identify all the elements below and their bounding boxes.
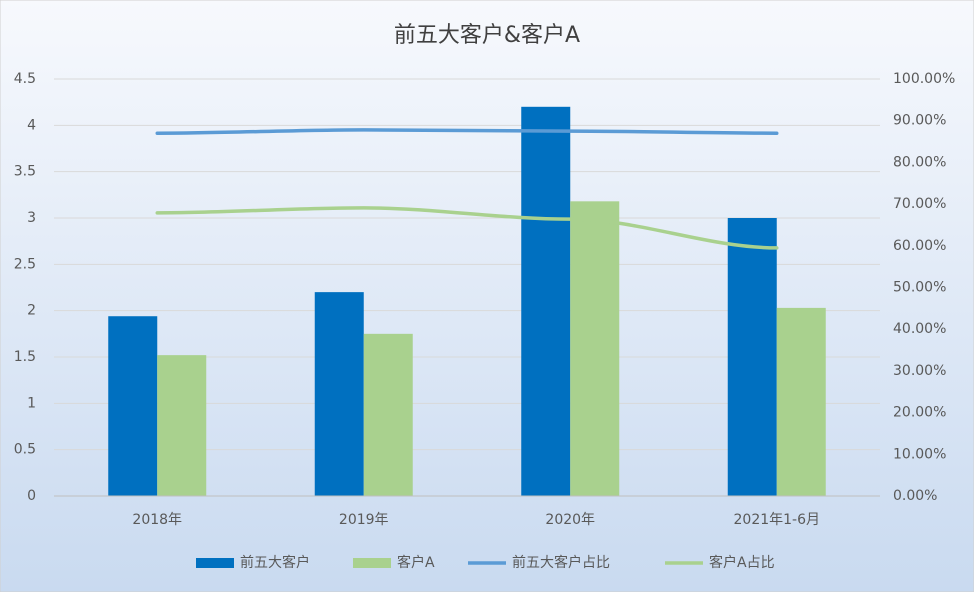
bar bbox=[157, 355, 207, 496]
x-tick-label: 2019年 bbox=[339, 512, 389, 528]
y-tick-label: 2 bbox=[27, 303, 36, 319]
y-tick-label: 0.5 bbox=[14, 442, 36, 458]
y-tick-label: 3.5 bbox=[14, 164, 36, 180]
x-tick-label: 2020年 bbox=[545, 512, 595, 528]
chart-title: 前五大客户&客户A bbox=[394, 23, 580, 48]
legend-label: 客户A占比 bbox=[709, 554, 775, 571]
y2-tick-label: 40.00% bbox=[893, 321, 946, 337]
y-tick-label: 4 bbox=[27, 117, 36, 133]
y2-tick-label: 30.00% bbox=[893, 363, 946, 379]
y-tick-label: 2.5 bbox=[14, 256, 36, 272]
y2-tick-label: 90.00% bbox=[893, 113, 946, 129]
y2-tick-label: 100.00% bbox=[893, 71, 955, 87]
y-tick-label: 4.5 bbox=[14, 71, 36, 87]
line bbox=[155, 206, 779, 250]
y-tick-label: 0 bbox=[27, 488, 36, 504]
legend-swatch bbox=[196, 558, 234, 568]
bar bbox=[314, 292, 364, 496]
bar bbox=[727, 218, 777, 496]
legend-label: 客户A bbox=[397, 554, 435, 571]
y2-tick-label: 80.00% bbox=[893, 154, 946, 170]
y-tick-label: 1 bbox=[27, 395, 36, 411]
y2-tick-label: 20.00% bbox=[893, 405, 946, 421]
bar bbox=[570, 201, 620, 496]
bar bbox=[521, 106, 571, 497]
y2-tick-label: 0.00% bbox=[893, 488, 937, 504]
y-tick-label: 1.5 bbox=[14, 349, 36, 365]
y-tick-label: 3 bbox=[27, 210, 36, 226]
legend-swatch bbox=[353, 558, 391, 568]
bar bbox=[108, 316, 158, 496]
bar bbox=[363, 333, 413, 496]
y2-tick-label: 70.00% bbox=[893, 196, 946, 212]
y2-tick-label: 10.00% bbox=[893, 446, 946, 462]
legend-label: 前五大客户 bbox=[240, 554, 310, 571]
line bbox=[155, 128, 779, 135]
x-tick-label: 2018年 bbox=[132, 512, 182, 528]
bar bbox=[776, 307, 826, 496]
y2-tick-label: 60.00% bbox=[893, 238, 946, 254]
y2-tick-label: 50.00% bbox=[893, 280, 946, 296]
legend-label: 前五大客户占比 bbox=[512, 554, 610, 571]
x-tick-label: 2021年1-6月 bbox=[734, 512, 821, 528]
